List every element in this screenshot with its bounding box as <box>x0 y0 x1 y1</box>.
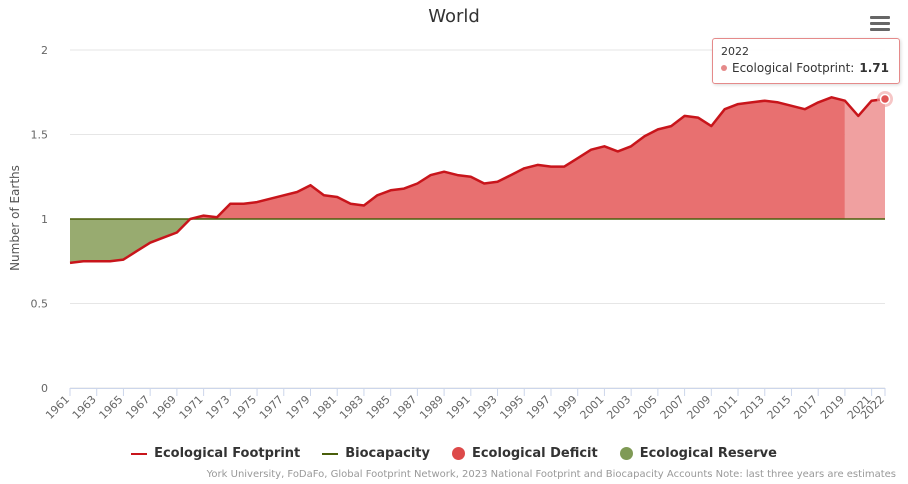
reserve-dot-symbol <box>619 447 633 460</box>
x-tick-label: 1985 <box>364 393 393 422</box>
x-tick-label: 2003 <box>604 393 633 422</box>
x-tick-label: 2007 <box>658 393 687 422</box>
tooltip-row: Ecological Footprint: 1.71 <box>721 61 891 75</box>
ecological-deficit-area <box>190 97 845 219</box>
legend-item-deficit[interactable]: Ecological Deficit <box>451 446 598 461</box>
biocapacity-line-symbol <box>322 452 339 455</box>
deficit-dot-symbol <box>451 447 465 460</box>
ecological-footprint-line <box>69 96 886 265</box>
x-tick-label: 2009 <box>684 393 713 422</box>
y-tick-label: 1 <box>41 213 48 226</box>
hover-point-marker <box>879 93 891 105</box>
x-tick-label: 2011 <box>711 393 740 422</box>
x-tick-label: 1971 <box>177 393 206 422</box>
x-tick-label: 1997 <box>524 393 553 422</box>
x-tick-label: 2015 <box>765 393 794 422</box>
y-tick-label: 0 <box>41 382 48 395</box>
chart-plot: 00.511.521961196319651967196919711973197… <box>8 44 893 422</box>
x-tick-label: 2001 <box>578 393 607 422</box>
x-tick-label: 1995 <box>497 393 526 422</box>
legend-label: Biocapacity <box>345 446 430 461</box>
legend-label: Ecological Reserve <box>639 446 777 461</box>
area-fills <box>70 97 885 263</box>
tooltip-series-name: Ecological Footprint: <box>732 61 855 75</box>
x-tick-label: 2005 <box>631 393 660 422</box>
x-tick-label: 1977 <box>257 393 286 422</box>
x-tick-label: 1979 <box>284 393 313 422</box>
y-axis-title: Number of Earths <box>8 165 22 271</box>
x-tick-label: 1989 <box>417 393 446 422</box>
y-tick-label: 0.5 <box>31 298 49 311</box>
chart-title: World <box>428 6 480 27</box>
x-tick-label: 1973 <box>203 393 232 422</box>
x-tick-label: 1993 <box>471 393 500 422</box>
series-lines <box>69 91 893 265</box>
tooltip-value: 1.71 <box>859 61 889 75</box>
footprint-line-symbol <box>131 452 148 455</box>
legend-item-reserve[interactable]: Ecological Reserve <box>619 446 777 461</box>
hamburger-menu-icon[interactable] <box>868 14 892 34</box>
legend-label: Ecological Deficit <box>471 446 598 461</box>
x-tick-label: 1965 <box>97 393 126 422</box>
tooltip-series-dot <box>721 65 727 71</box>
legend-item-footprint[interactable]: Ecological Footprint <box>131 446 300 461</box>
y-tick-label: 2 <box>41 44 48 57</box>
legend-label: Ecological Footprint <box>154 446 301 461</box>
x-tick-label: 2013 <box>738 393 767 422</box>
x-tick-label: 1987 <box>391 393 420 422</box>
ecological-deficit-estimate-area <box>844 99 885 219</box>
x-tick-label: 1981 <box>310 393 339 422</box>
legend: Ecological Footprint Biocapacity Ecologi… <box>0 446 908 461</box>
y-tick-label: 1.5 <box>31 129 49 142</box>
ecological-reserve-area <box>70 219 191 263</box>
x-tick-label: 1975 <box>230 393 259 422</box>
tooltip: 2022 Ecological Footprint: 1.71 <box>712 38 900 84</box>
x-tick-label: 1991 <box>444 393 473 422</box>
tooltip-year: 2022 <box>721 45 749 58</box>
credits-note: York University, FoDaFo, Global Footprin… <box>206 469 896 480</box>
x-tick-label: 1999 <box>551 393 580 422</box>
x-tick-label: 1983 <box>337 393 366 422</box>
x-tick-label: 2019 <box>818 393 847 422</box>
x-tick-label: 1969 <box>150 393 179 422</box>
x-tick-label: 1961 <box>43 393 72 422</box>
x-tick-label: 1963 <box>70 393 99 422</box>
legend-item-biocapacity[interactable]: Biocapacity <box>322 446 430 461</box>
x-tick-label: 1967 <box>123 393 152 422</box>
x-tick-label: 2017 <box>791 393 820 422</box>
